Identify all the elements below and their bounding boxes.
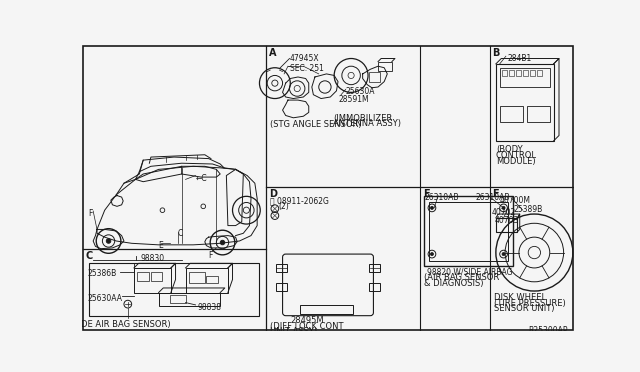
Bar bbox=[500, 68, 550, 87]
Text: (STG ANGLE SENSOR): (STG ANGLE SENSOR) bbox=[270, 120, 362, 129]
Text: 26310AB: 26310AB bbox=[475, 193, 509, 202]
Text: 25630AA: 25630AA bbox=[88, 294, 123, 303]
Circle shape bbox=[431, 206, 433, 209]
Bar bbox=[369, 73, 380, 81]
Circle shape bbox=[431, 253, 433, 256]
Text: F: F bbox=[492, 189, 499, 199]
Text: C: C bbox=[86, 251, 93, 261]
Bar bbox=[378, 62, 392, 71]
Text: & DIAGNOSIS): & DIAGNOSIS) bbox=[424, 279, 484, 288]
Text: (2): (2) bbox=[278, 202, 289, 212]
Text: (DIFF LOCK CONT: (DIFF LOCK CONT bbox=[270, 322, 344, 331]
Bar bbox=[523, 70, 528, 76]
Text: DISK WHEEL: DISK WHEEL bbox=[493, 294, 546, 302]
Bar bbox=[369, 283, 380, 291]
Text: 40700M: 40700M bbox=[500, 196, 531, 205]
Text: 25389B: 25389B bbox=[513, 205, 543, 214]
Circle shape bbox=[502, 206, 505, 209]
Bar bbox=[300, 305, 353, 314]
Text: (SIDE AIR BAG SENSOR): (SIDE AIR BAG SENSOR) bbox=[70, 320, 170, 329]
Circle shape bbox=[502, 253, 505, 256]
Text: (AIR BAG SENSOR: (AIR BAG SENSOR bbox=[424, 273, 499, 282]
Bar bbox=[537, 70, 542, 76]
Bar bbox=[134, 268, 171, 293]
Text: 98820 W/SIDE AIRBAG: 98820 W/SIDE AIRBAG bbox=[427, 268, 512, 277]
Text: 25386B: 25386B bbox=[88, 269, 117, 279]
Text: SEC. 251: SEC. 251 bbox=[291, 64, 324, 73]
Text: 98838: 98838 bbox=[197, 303, 221, 312]
Text: 40702: 40702 bbox=[492, 208, 516, 217]
Bar bbox=[137, 272, 148, 281]
Text: (TIRE PRESSURE): (TIRE PRESSURE) bbox=[493, 299, 565, 308]
Bar bbox=[516, 70, 521, 76]
Bar bbox=[186, 268, 228, 293]
Bar bbox=[170, 295, 186, 302]
Text: C: C bbox=[178, 230, 183, 238]
Text: UNIT ASSY): UNIT ASSY) bbox=[270, 327, 317, 336]
Text: (BODY: (BODY bbox=[496, 145, 522, 154]
Text: D: D bbox=[269, 189, 276, 199]
Text: B: B bbox=[492, 48, 499, 58]
Bar bbox=[424, 196, 513, 266]
Bar bbox=[276, 283, 287, 291]
Bar bbox=[429, 202, 508, 261]
Bar bbox=[496, 218, 517, 232]
Bar bbox=[527, 106, 550, 122]
Bar bbox=[500, 106, 523, 122]
Bar bbox=[502, 70, 508, 76]
Text: 98830: 98830 bbox=[140, 254, 164, 263]
Circle shape bbox=[220, 240, 225, 245]
Text: 26310AB: 26310AB bbox=[424, 193, 459, 202]
Bar bbox=[189, 272, 205, 283]
Circle shape bbox=[106, 239, 111, 243]
Text: E: E bbox=[159, 241, 163, 250]
Text: 25630A: 25630A bbox=[346, 87, 375, 96]
Text: R25300AP: R25300AP bbox=[528, 327, 568, 336]
Text: 28495M: 28495M bbox=[291, 316, 324, 325]
Text: 40703: 40703 bbox=[494, 216, 518, 225]
Bar bbox=[276, 264, 287, 272]
Text: SENSOR UNIT): SENSOR UNIT) bbox=[493, 304, 554, 313]
Text: F: F bbox=[88, 209, 92, 218]
Text: 284B1: 284B1 bbox=[508, 54, 532, 63]
Text: 28591M: 28591M bbox=[338, 95, 369, 104]
Text: A: A bbox=[269, 48, 276, 58]
Text: ANTENNA ASSY): ANTENNA ASSY) bbox=[333, 119, 401, 128]
Bar bbox=[530, 70, 535, 76]
Text: Ⓑ 08911-2062G: Ⓑ 08911-2062G bbox=[270, 196, 329, 205]
Text: (IMMOBILIZER: (IMMOBILIZER bbox=[333, 114, 393, 123]
Text: 47945X: 47945X bbox=[289, 54, 319, 63]
Bar bbox=[509, 70, 515, 76]
Bar bbox=[206, 276, 218, 283]
Bar bbox=[90, 263, 259, 317]
Bar bbox=[369, 264, 380, 272]
Text: CONTROL: CONTROL bbox=[496, 151, 537, 160]
Bar bbox=[496, 64, 554, 141]
Bar bbox=[151, 272, 163, 281]
Text: ←C: ←C bbox=[196, 174, 207, 183]
Text: MODULE): MODULE) bbox=[496, 157, 536, 166]
Text: E: E bbox=[422, 189, 429, 199]
Bar bbox=[159, 293, 220, 307]
Text: F: F bbox=[209, 251, 213, 260]
